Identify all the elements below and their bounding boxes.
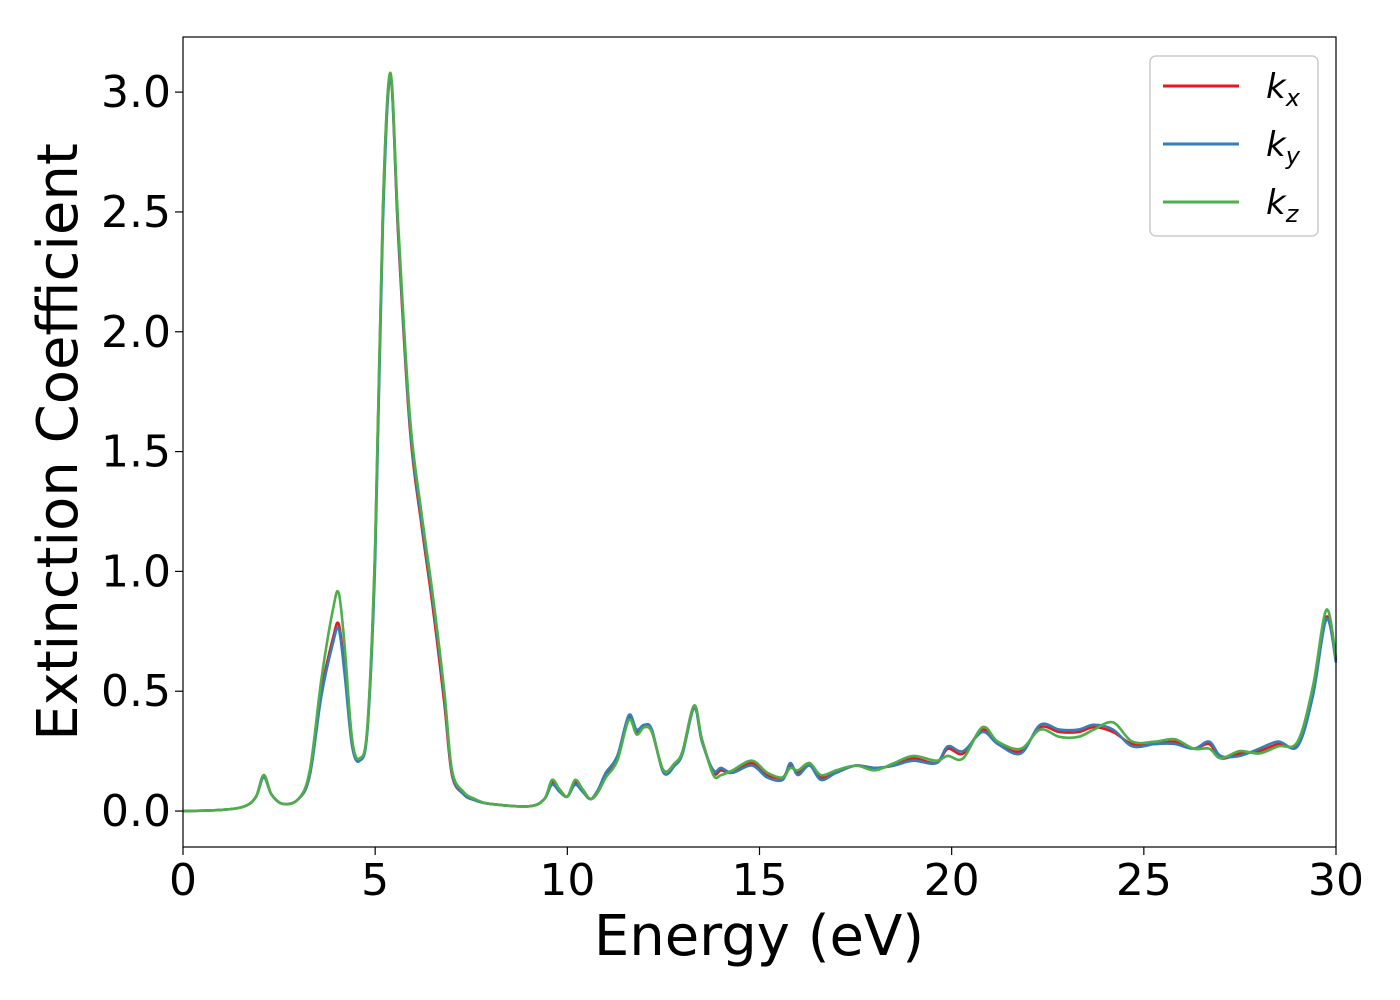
y-tick-label: 2.5 [101, 187, 171, 238]
series-line-kz [182, 71, 1338, 813]
y-tick-label: 1.5 [101, 427, 171, 478]
y-axis-title: Extinction Coefficient [26, 143, 91, 741]
series-lines [182, 71, 1338, 813]
y-tick-label: 1.0 [101, 546, 171, 597]
x-tick-label: 0 [169, 855, 197, 906]
x-tick-label: 30 [1308, 855, 1364, 906]
y-tick-label: 3.0 [101, 67, 171, 118]
x-axis-title: Energy (eV) [594, 904, 924, 969]
y-axis-ticks: 0.0 0.5 1.0 1.5 2.0 2.5 3.0 [101, 67, 183, 837]
x-tick-label: 25 [1116, 855, 1172, 906]
legend: kx ky kz [1149, 55, 1319, 237]
y-tick-label: 0.5 [101, 666, 171, 717]
x-axis-ticks: 0 5 10 15 20 25 30 [169, 847, 1364, 906]
x-tick-label: 20 [924, 855, 980, 906]
y-tick-label: 2.0 [101, 307, 171, 358]
legend-label-kx: kx [1266, 67, 1301, 112]
legend-label-ky: ky [1266, 125, 1301, 170]
legend-box [1149, 55, 1319, 237]
x-tick-label: 10 [539, 855, 595, 906]
x-tick-label: 5 [361, 855, 389, 906]
legend-label-kz: kz [1266, 183, 1300, 228]
x-tick-label: 15 [732, 855, 788, 906]
y-tick-label: 0.0 [101, 786, 171, 837]
